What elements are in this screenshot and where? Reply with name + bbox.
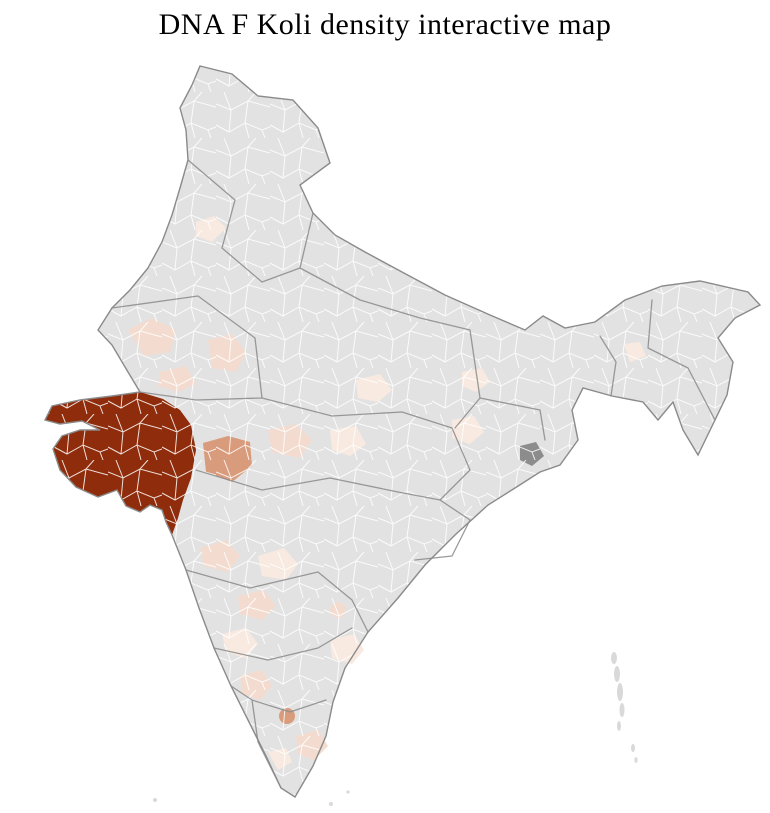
island[interactable]: [619, 703, 625, 717]
island[interactable]: [631, 744, 635, 752]
district-patch-tamilnadu-medium[interactable]: [279, 708, 295, 724]
island[interactable]: [617, 683, 623, 701]
gujarat-high-density-region[interactable]: [45, 392, 196, 535]
islet: [346, 790, 350, 794]
islet: [329, 802, 333, 806]
small-islets: [153, 790, 350, 806]
island[interactable]: [611, 652, 617, 664]
page-title: DNA F Koli density interactive map: [158, 8, 612, 41]
district-patch-telangana[interactable]: [330, 602, 346, 618]
islet: [153, 798, 157, 802]
island[interactable]: [634, 757, 638, 763]
island[interactable]: [614, 666, 620, 682]
andaman-nicobar-islands[interactable]: [611, 652, 638, 763]
island[interactable]: [617, 721, 621, 731]
